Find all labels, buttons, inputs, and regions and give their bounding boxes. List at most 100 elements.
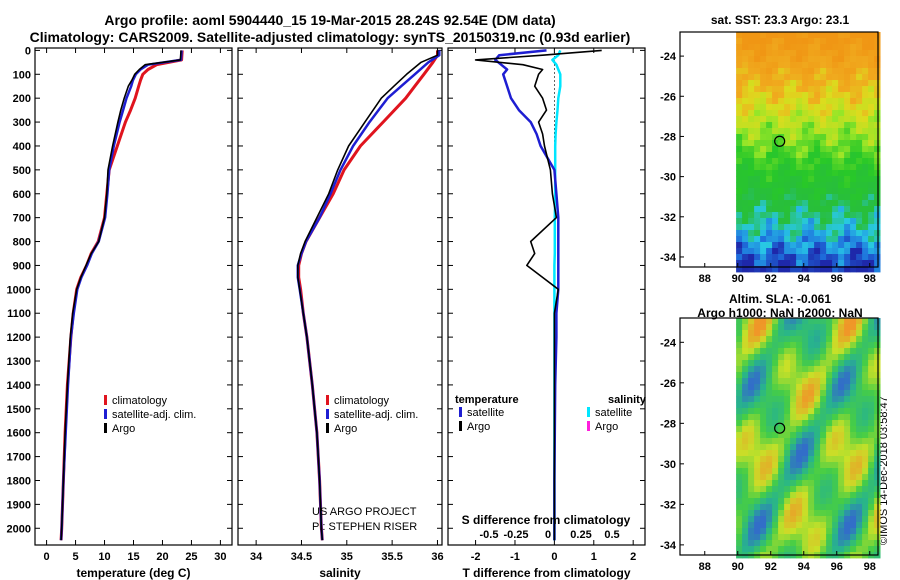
chart-title-line2: Climatology: CARS2009. Satellite-adjuste… (29, 29, 631, 45)
argo-location-marker (774, 135, 786, 147)
top-tick-label: 0.5 (604, 529, 619, 541)
depth-tick-label: 2000 (7, 523, 31, 535)
x-tick-label: 35.5 (381, 551, 402, 563)
map-x-tick-label: 96 (831, 561, 843, 573)
depth-tick-label: 1900 (7, 499, 31, 511)
map-y-tick-label: -30 (660, 172, 676, 184)
x-tick-label: 10 (98, 551, 110, 563)
x-tick-label: 2 (630, 551, 636, 563)
map-y-tick-label: -26 (660, 91, 676, 103)
legend-label: climatology (112, 395, 168, 407)
panel-frame-salinity (237, 47, 443, 546)
legend-label: Argo (467, 421, 490, 433)
x-tick-label: 35 (341, 551, 353, 563)
map-x-tick-label: 98 (864, 561, 876, 573)
map-x-tick-label: 92 (765, 273, 777, 285)
depth-tick-label: 300 (13, 117, 31, 129)
top-tick-label: -0.25 (503, 529, 528, 541)
map-x-tick-label: 88 (699, 273, 711, 285)
map-x-tick-label: 96 (831, 273, 843, 285)
top-tick-label: 0.25 (570, 529, 591, 541)
x-tick-label: 30 (214, 551, 226, 563)
series-argo-line (60, 50, 182, 541)
x-tick-label: 20 (156, 551, 168, 563)
x-tick-label: 34.5 (291, 551, 312, 563)
argo-location-marker (774, 422, 786, 434)
legend-swatch (104, 423, 107, 433)
legend-label: Argo (334, 423, 357, 435)
legend-swatch (587, 407, 590, 417)
sla-map-title-line1: Altim. SLA: -0.061 (728, 292, 832, 306)
depth-tick-label: 800 (13, 237, 31, 249)
sla-map-title-line2: Argo h1000: NaN h2000: NaN (697, 306, 863, 320)
legend-swatch (104, 409, 107, 419)
map-x-tick-label: 94 (798, 273, 811, 285)
depth-tick-label: 1600 (7, 428, 31, 440)
map-x-tick-label: 94 (798, 561, 811, 573)
series-temperature-argo-line (474, 49, 602, 541)
legend-temperature-title: temperature (455, 394, 519, 406)
legend-swatch (459, 407, 462, 417)
annotation-project: US ARGO PROJECT (312, 506, 417, 518)
depth-tick-label: 1200 (7, 332, 31, 344)
legend-swatch (459, 421, 462, 431)
map-y-tick-label: -30 (660, 459, 676, 471)
series-argo-line (296, 50, 439, 541)
legend-swatch (104, 395, 107, 405)
legend-salinity-title: salinity (608, 394, 647, 406)
x-tick-label: 25 (185, 551, 197, 563)
map-x-tick-label: 90 (732, 273, 744, 285)
map-y-tick-label: -32 (660, 212, 676, 224)
depth-tick-label: 500 (13, 165, 31, 177)
legend-label: Argo (595, 421, 618, 433)
map-x-tick-label: 92 (765, 561, 777, 573)
map-y-tick-label: -32 (660, 499, 676, 511)
map-x-tick-label: 88 (699, 561, 711, 573)
x-axis-label: salinity (319, 566, 361, 580)
map-x-tick-label: 90 (732, 561, 744, 573)
depth-tick-label: 1400 (7, 380, 31, 392)
panel-frame-difference (447, 47, 646, 546)
depth-tick-label: 0 (25, 45, 31, 57)
map-y-tick-label: -26 (660, 378, 676, 390)
legend-label: satellite (467, 407, 504, 419)
legend-label: Argo (112, 423, 135, 435)
sst-map-field (736, 32, 881, 273)
x-axis-label: temperature (deg C) (76, 566, 190, 580)
x-tick-label: 0 (551, 551, 557, 563)
depth-tick-label: 1700 (7, 452, 31, 464)
x-axis-label: T difference from climatology (462, 566, 630, 580)
depth-tick-label: 1000 (7, 284, 31, 296)
legend-swatch (326, 395, 329, 405)
x-tick-label: 0 (44, 551, 50, 563)
depth-tick-label: 1800 (7, 475, 31, 487)
legend-label: satellite (595, 407, 632, 419)
depth-tick-label: 200 (13, 93, 31, 105)
series-temperature-satellite-line (494, 49, 560, 541)
legend-label: satellite-adj. clim. (334, 409, 418, 421)
legend-swatch (587, 421, 590, 431)
legend-swatch (326, 409, 329, 419)
depth-tick-label: 1100 (7, 308, 31, 320)
map-y-tick-label: -34 (660, 540, 677, 552)
sst-map-title: sat. SST: 23.3 Argo: 23.1 (710, 13, 850, 27)
legend-swatch (326, 423, 329, 433)
annotation-pi: PI: STEPHEN RISER (312, 521, 417, 533)
legend-label: satellite-adj. clim. (112, 409, 196, 421)
x-tick-label: 15 (127, 551, 139, 563)
depth-tick-label: 400 (13, 141, 31, 153)
map-y-tick-label: -28 (660, 418, 676, 430)
depth-tick-label: 900 (13, 260, 31, 272)
depth-tick-label: 1300 (7, 356, 31, 368)
depth-tick-label: 1500 (7, 404, 31, 416)
map-y-tick-label: -28 (660, 131, 676, 143)
series-climatology-line (59, 50, 184, 541)
sla-map-frame (679, 317, 879, 556)
depth-tick-label: 100 (13, 69, 31, 81)
series-satellite-adj-line (59, 50, 183, 541)
x-tick-label: 34 (250, 551, 263, 563)
top-tick-label: 0 (545, 529, 551, 541)
top-tick-label: -0.5 (480, 529, 499, 541)
map-x-tick-label: 98 (864, 273, 876, 285)
